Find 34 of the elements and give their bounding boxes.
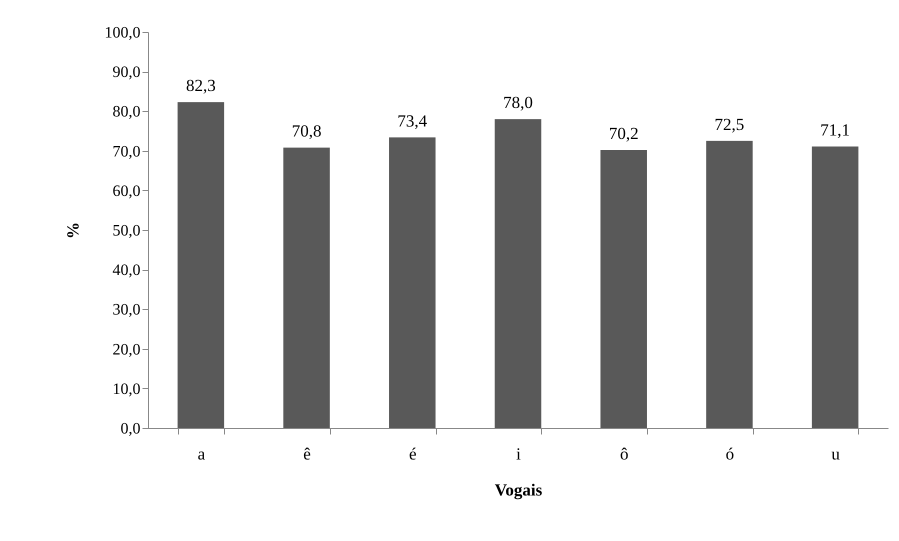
data-label: 71,1 [820, 120, 850, 140]
y-tick-label: 30,0 [112, 302, 140, 319]
y-tick-label: 100,0 [104, 24, 140, 42]
data-label: 70,8 [292, 122, 322, 141]
y-tick-label: 10,0 [112, 380, 140, 398]
data-label: 70,2 [608, 124, 639, 144]
bar [389, 137, 436, 428]
x-axis-title: Vogais [494, 480, 543, 500]
y-tick-label: 0,0 [120, 420, 140, 438]
data-label: 73,4 [397, 111, 428, 130]
bar [494, 119, 542, 428]
bar [812, 146, 858, 428]
bar [706, 140, 753, 428]
bar [600, 150, 647, 428]
y-tick-label: 40,0 [112, 262, 140, 280]
x-tick-label: ê [303, 444, 311, 464]
data-label: 82,3 [186, 76, 216, 96]
x-tick-label: i [516, 444, 522, 464]
data-label: 72,5 [714, 114, 744, 134]
y-tick-label: 50,0 [112, 222, 140, 240]
y-tick-label: 90,0 [112, 64, 140, 82]
y-axis-title: % [64, 222, 82, 239]
y-tick-label: 70,0 [112, 143, 140, 160]
x-tick-label: u [831, 444, 840, 464]
x-tick-label: ó [726, 444, 734, 464]
x-tick-label: ô [620, 444, 628, 464]
y-tick-label: 60,0 [112, 182, 140, 200]
bar [283, 148, 330, 428]
x-tick-label: a [198, 444, 206, 464]
data-label: 78,0 [503, 93, 533, 112]
bar [178, 102, 224, 428]
y-tick-label: 80,0 [112, 104, 140, 121]
y-tick-label: 20,0 [112, 341, 140, 358]
x-tick-label: é [409, 444, 417, 464]
